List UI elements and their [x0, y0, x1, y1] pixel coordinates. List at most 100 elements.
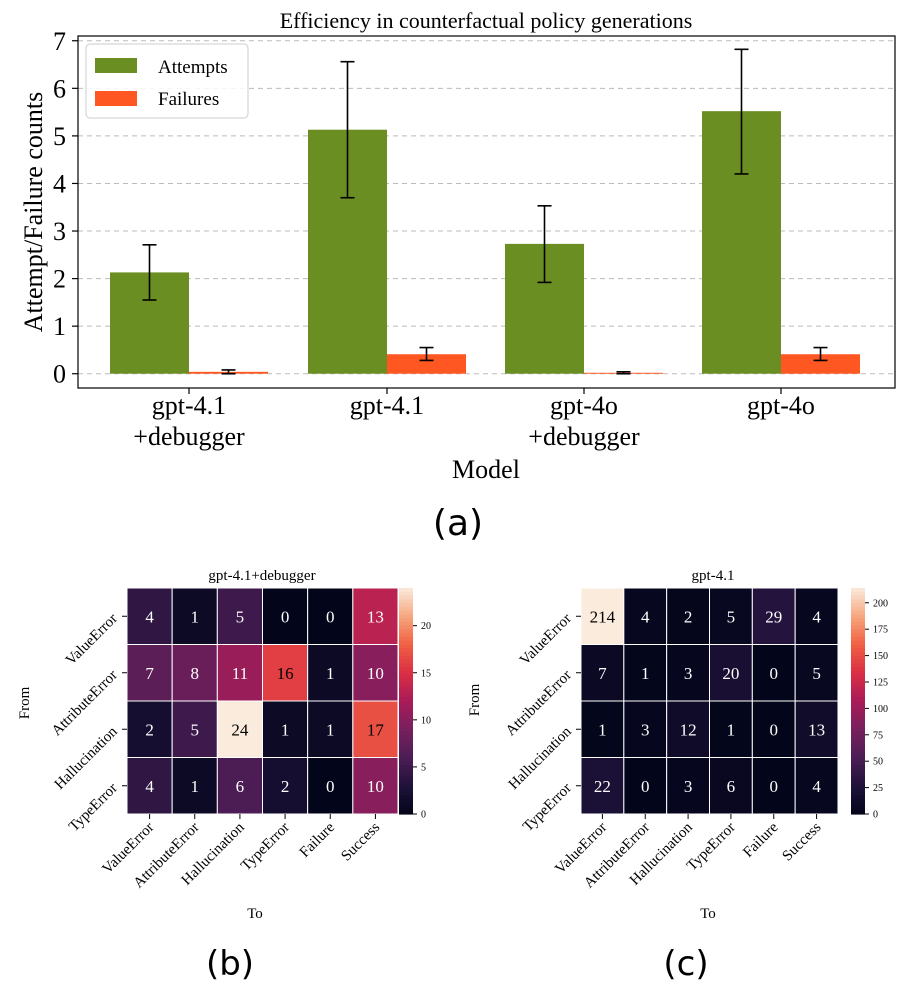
colorbar-segment: [399, 742, 413, 747]
colorbar-segment: [851, 648, 865, 653]
cell-value: 1: [191, 607, 200, 626]
colorbar-segment: [851, 610, 865, 615]
colorbar-segment: [399, 693, 413, 698]
colorbar-segment: [851, 708, 865, 713]
y-tick-label: 5: [53, 122, 66, 151]
colorbar-segment: [851, 716, 865, 721]
colorbar-segment: [851, 689, 865, 695]
x-axis-label: To: [700, 906, 716, 922]
heatmap-panel-b: gpt-4.1+debugger 4 1 5 0 0 137 8 11 16 1 102 5 24 1 1 1…: [17, 568, 431, 984]
colorbar-segment: [851, 663, 865, 668]
colorbar-segment: [399, 787, 413, 792]
heatmap-cell: [307, 700, 354, 758]
legend-label-attempts: Attempts: [158, 57, 228, 78]
heatmap-cell: [352, 644, 399, 702]
colorbar-segment: [399, 810, 413, 815]
colorbar-segment: [851, 621, 865, 627]
colorbar-segment: [851, 667, 865, 672]
error-bars: [142, 48, 828, 375]
colorbar-segment: [851, 685, 865, 691]
heatmap-cell: [171, 757, 218, 815]
colorbar-segment: [399, 648, 413, 653]
colorbar-segment: [399, 663, 413, 668]
colorbar-segment: [399, 640, 413, 646]
colorbar-segment: [851, 738, 865, 744]
cell-value: 13: [808, 720, 825, 739]
colorbar-segment: [399, 783, 413, 789]
colorbar-tick-label: 100: [873, 704, 888, 715]
heatmap-cell: [307, 757, 354, 815]
col-label: Success: [780, 819, 825, 864]
row-labels: ValueErrorAttributeErrorHallucinationTyp…: [49, 611, 127, 835]
y-ticks: 0 1 2 3 4 5 6 7: [53, 27, 78, 389]
row-label: TypeError: [66, 780, 121, 835]
cell-value: 0: [326, 607, 335, 626]
colorbar-segment: [851, 595, 865, 600]
cell-value: 0: [641, 777, 650, 796]
panel-label-a: (a): [433, 503, 483, 544]
x-ticks: gpt-4.1 +debugger gpt-4.1 gpt-4o +debugger gp…: [133, 388, 815, 451]
colorbar-segment: [851, 591, 865, 597]
colorbar-segment: [851, 742, 865, 747]
colorbar-segment: [851, 655, 865, 661]
y-tick-label: 1: [53, 312, 66, 341]
colorbar-segment: [851, 731, 865, 736]
colorbar-segment: [851, 674, 865, 679]
cell-value: 0: [326, 777, 335, 796]
x-axis-label: Model: [452, 455, 520, 484]
col-label: TypeError: [238, 820, 293, 875]
colorbar-segment: [851, 618, 865, 623]
legend-swatch-failures: [95, 91, 137, 106]
heatmap-cell: [262, 587, 309, 645]
colorbar-segment: [851, 678, 865, 683]
colorbar-segment: [851, 723, 865, 728]
cell-value: 11: [232, 664, 248, 683]
colorbar-segment: [399, 588, 413, 593]
heatmap-cell: [307, 587, 354, 645]
col-label: Failure: [740, 819, 782, 861]
heatmap-title: gpt-4.1+debugger: [208, 568, 315, 584]
colorbar-segment: [851, 682, 865, 687]
colorbar-segment: [851, 644, 865, 649]
colorbar-tick-label: 150: [873, 651, 888, 662]
colorbar-segment: [399, 674, 413, 679]
colorbar-segment: [851, 712, 865, 717]
colorbar-segment: [399, 727, 413, 732]
colorbar-segment: [399, 772, 413, 777]
cell-value: 7: [145, 664, 154, 683]
cell-value: 2: [684, 607, 693, 626]
colorbar-segment: [399, 644, 413, 649]
colorbar-segment: [399, 768, 413, 774]
colorbar-segment: [851, 787, 865, 792]
colorbar-segment: [851, 783, 865, 789]
cell-value: 16: [277, 664, 294, 683]
row-label: ValueError: [63, 611, 121, 669]
cell-value: 214: [590, 607, 616, 626]
heatmap-cell: [262, 644, 309, 702]
colorbar-segment: [851, 629, 865, 634]
cell-value: 1: [281, 720, 290, 739]
y-axis-label: From: [467, 683, 483, 716]
colorbar-segment: [851, 791, 865, 796]
colorbar-segment: [399, 708, 413, 713]
cell-value: 4: [145, 777, 154, 796]
colorbar-segment: [399, 621, 413, 627]
colorbar-segment: [851, 719, 865, 725]
heatmap-cells: 4 1 5 0 0 137 8 11 16 1 102 5 24 1 1 174 1 6 2 0 10: [126, 587, 399, 815]
colorbar-segment: [399, 606, 413, 612]
colorbar-segment: [399, 670, 413, 676]
y-axis-label: From: [17, 686, 33, 719]
cell-value: 13: [367, 607, 384, 626]
cell-value: 5: [727, 607, 736, 626]
bar-failures: [781, 354, 860, 374]
colorbar-segment: [399, 689, 413, 695]
colorbar-segment: [399, 599, 413, 604]
cell-value: 4: [145, 607, 154, 626]
colorbar-segment: [851, 810, 865, 815]
colorbar-segment: [399, 685, 413, 691]
y-tick-label: 7: [53, 27, 66, 56]
colorbar-segment: [399, 614, 413, 619]
colorbar: 0 5 10 15 20: [399, 588, 431, 821]
y-tick-label: 4: [53, 169, 66, 198]
